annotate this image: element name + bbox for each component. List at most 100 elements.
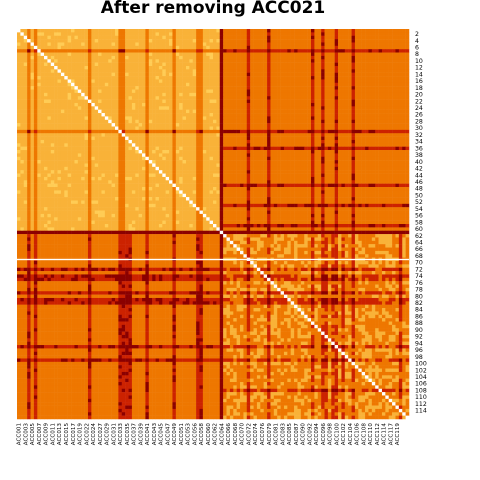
heatmap-cell xyxy=(30,32,35,36)
heatmap-cell xyxy=(101,170,106,174)
heatmap-cell xyxy=(17,163,21,168)
heatmap-cell xyxy=(331,55,335,60)
heatmap-cell xyxy=(94,92,99,97)
heatmap-cell xyxy=(378,126,383,131)
heatmap-cell xyxy=(233,136,237,141)
heatmap-cell xyxy=(341,139,346,144)
heatmap-cell xyxy=(283,55,288,60)
heatmap-cell xyxy=(169,163,173,168)
heatmap-cell xyxy=(338,69,342,73)
heatmap-cell xyxy=(240,65,244,70)
heatmap-cell xyxy=(287,126,291,131)
heatmap-cell xyxy=(148,92,153,97)
heatmap-cell xyxy=(84,109,89,114)
heatmap-cell xyxy=(253,109,258,114)
heatmap-cell xyxy=(94,150,99,154)
heatmap-cell xyxy=(294,170,298,174)
heatmap-cell xyxy=(253,160,258,164)
heatmap-cell xyxy=(250,156,254,161)
heatmap-cell xyxy=(135,35,139,40)
heatmap-cell xyxy=(270,129,275,134)
heatmap-cell xyxy=(351,32,356,36)
heatmap-cell xyxy=(196,92,200,97)
heatmap-cell xyxy=(118,166,123,171)
heatmap-cell xyxy=(44,109,48,114)
heatmap-cell xyxy=(60,52,65,57)
heatmap-cell xyxy=(253,76,258,80)
heatmap-cell xyxy=(331,62,335,67)
heatmap-cell xyxy=(131,156,136,161)
heatmap-cell xyxy=(226,150,231,154)
heatmap-cell xyxy=(385,96,389,100)
heatmap-cell xyxy=(354,89,359,94)
heatmap-cell xyxy=(179,163,183,168)
heatmap-cell xyxy=(108,166,112,171)
heatmap-cell xyxy=(229,89,234,94)
heatmap-cell xyxy=(226,49,231,53)
heatmap-cell xyxy=(240,136,244,141)
heatmap-cell xyxy=(111,160,116,164)
heatmap-cell xyxy=(405,92,410,97)
heatmap-cell xyxy=(115,49,119,53)
heatmap-cell xyxy=(229,86,234,90)
heatmap-cell xyxy=(371,49,376,53)
heatmap-cell xyxy=(348,45,352,50)
heatmap-cell xyxy=(104,136,109,141)
heatmap-cell xyxy=(67,102,72,107)
heatmap-cell xyxy=(300,79,305,84)
heatmap-cell xyxy=(226,72,231,77)
heatmap-cell xyxy=(314,59,319,63)
heatmap-cell xyxy=(192,79,197,84)
heatmap-cell xyxy=(162,49,166,53)
heatmap-cell xyxy=(118,65,123,70)
heatmap-cell xyxy=(118,136,123,141)
heatmap-cell xyxy=(294,69,298,73)
heatmap-cell xyxy=(20,160,25,164)
heatmap-cell xyxy=(381,55,386,60)
heatmap-cell xyxy=(213,123,217,127)
heatmap-cell xyxy=(348,69,352,73)
heatmap-cell xyxy=(334,153,339,158)
heatmap-cell xyxy=(131,89,136,94)
heatmap-cell xyxy=(365,156,369,161)
heatmap-cell xyxy=(44,59,48,63)
heatmap-cell xyxy=(196,143,200,147)
heatmap-cell xyxy=(236,65,241,70)
heatmap-cell xyxy=(71,113,75,117)
heatmap-cell xyxy=(202,65,207,70)
heatmap-cell xyxy=(273,39,278,43)
heatmap-cell xyxy=(351,96,356,100)
heatmap-cell xyxy=(314,133,319,137)
heatmap-cell xyxy=(334,52,339,57)
heatmap-cell xyxy=(229,150,234,154)
heatmap-cell xyxy=(57,82,62,87)
heatmap-cell xyxy=(40,123,45,127)
heatmap-cell xyxy=(365,55,369,60)
heatmap-cell xyxy=(388,62,393,67)
heatmap-cell xyxy=(300,160,305,164)
heatmap-cell xyxy=(71,116,75,121)
heatmap-cell xyxy=(94,143,99,147)
heatmap-cell xyxy=(246,126,251,131)
heatmap-cell xyxy=(216,32,221,36)
heatmap-cell xyxy=(240,170,244,174)
heatmap-cell xyxy=(277,150,281,154)
heatmap-cell xyxy=(385,79,389,84)
heatmap-cell xyxy=(47,96,52,100)
heatmap-cell xyxy=(243,99,248,104)
heatmap-cell xyxy=(304,150,308,154)
heatmap-cell xyxy=(71,79,75,84)
heatmap-cell xyxy=(314,39,319,43)
heatmap-cell xyxy=(219,82,224,87)
heatmap-cell xyxy=(81,79,85,84)
heatmap-cell xyxy=(371,82,376,87)
heatmap-cell xyxy=(77,72,82,77)
heatmap-cell xyxy=(162,136,166,141)
heatmap-cell xyxy=(118,156,123,161)
heatmap-cell xyxy=(243,166,248,171)
heatmap-cell xyxy=(67,119,72,124)
heatmap-cell xyxy=(155,39,160,43)
heatmap-cell xyxy=(121,79,126,84)
heatmap-cell xyxy=(54,39,58,43)
heatmap-cell xyxy=(243,42,248,47)
